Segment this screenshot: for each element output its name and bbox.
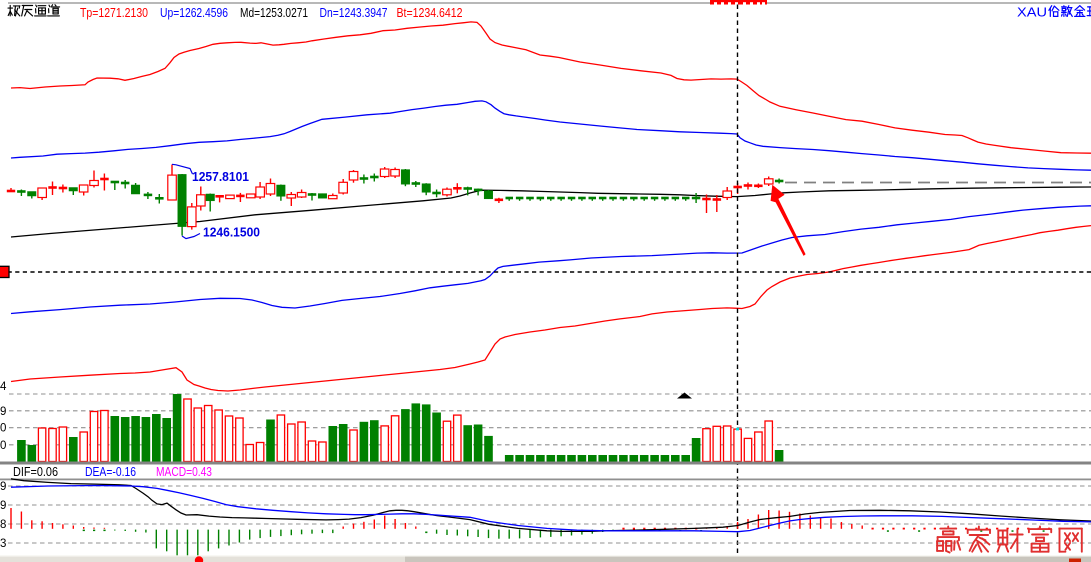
svg-text:Up=1262.4596: Up=1262.4596 <box>160 5 228 20</box>
svg-text:Dn=1243.3947: Dn=1243.3947 <box>320 5 388 20</box>
svg-text:Md=1253.0271: Md=1253.0271 <box>240 5 308 20</box>
svg-text:3: 3 <box>0 538 6 550</box>
svg-text:4: 4 <box>0 381 7 393</box>
svg-text:1257.8101: 1257.8101 <box>192 169 249 184</box>
svg-text:8: 8 <box>0 519 6 531</box>
svg-text:XAU: XAU <box>1017 5 1047 20</box>
svg-text:MACD=0.43: MACD=0.43 <box>156 464 212 479</box>
svg-text:9: 9 <box>0 406 6 418</box>
svg-text:Bt=1234.6412: Bt=1234.6412 <box>397 5 463 20</box>
svg-text:1246.1500: 1246.1500 <box>203 225 260 240</box>
svg-text:0: 0 <box>0 423 6 435</box>
svg-text:9: 9 <box>0 500 6 512</box>
svg-text:DIF=0.06: DIF=0.06 <box>13 464 58 479</box>
svg-text:9: 9 <box>0 481 6 493</box>
svg-text:Tp=1271.2130: Tp=1271.2130 <box>80 5 148 20</box>
svg-text:DEA=-0.16: DEA=-0.16 <box>85 464 136 479</box>
svg-text:0: 0 <box>0 440 6 452</box>
